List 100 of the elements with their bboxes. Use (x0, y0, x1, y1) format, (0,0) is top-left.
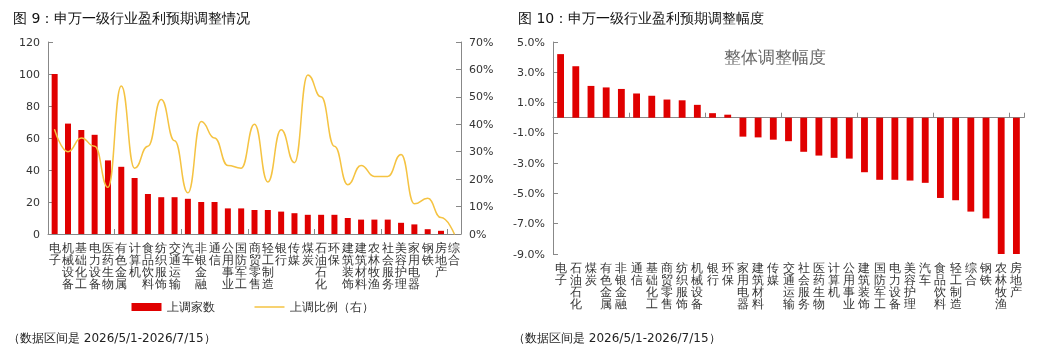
bar (693, 104, 701, 118)
bar (51, 74, 58, 234)
y2-tick-label: 0% (469, 227, 487, 241)
x-tick-label: 综合 (964, 261, 977, 287)
bar (411, 224, 418, 234)
bar (845, 117, 853, 159)
bar (144, 194, 151, 234)
bar (438, 230, 445, 234)
x-tick-label: 电力设备 (888, 261, 901, 311)
bar (937, 117, 944, 198)
y-tick-label: 20 (26, 195, 40, 209)
bar (754, 117, 762, 138)
bar (198, 202, 205, 234)
bar (709, 113, 716, 118)
chart-subtitle: 整体调整幅度 (723, 46, 826, 67)
bar (424, 229, 431, 234)
x-tick-label: 基础化工 (644, 261, 658, 311)
bar (184, 198, 191, 234)
x-tick-label: 电子 (48, 241, 61, 267)
bar (769, 117, 777, 140)
bar (304, 214, 311, 234)
x-tick-label: 钢铁 (979, 261, 993, 287)
bar (891, 117, 899, 180)
x-tick-label: 有色金属 (600, 261, 613, 311)
x-tick-label: 公用事业 (843, 261, 856, 311)
x-tick-label: 钢铁 (420, 241, 434, 267)
x-tick-label: 农林牧渔 (367, 241, 381, 291)
bar (572, 66, 580, 118)
bar (921, 117, 929, 183)
bar (171, 197, 178, 234)
bar (876, 117, 884, 180)
y-tick-label: 0 (33, 227, 40, 241)
bar (331, 214, 338, 234)
x-tick-label: 计算机 (828, 261, 841, 299)
bar (617, 88, 625, 118)
x-tick-label: 医药生物 (101, 241, 114, 291)
bar (800, 117, 808, 152)
x-tick-label: 家用电器 (736, 261, 749, 311)
x-tick-label: 农林牧渔 (994, 261, 1008, 311)
x-tick-label: 交通运输 (782, 261, 795, 311)
x-tick-label: 非银金融 (614, 261, 628, 311)
x-tick-label: 国防军工 (873, 261, 886, 311)
x-tick-label: 国防军工 (235, 241, 248, 291)
y2-tick-label: 30% (469, 145, 494, 159)
x-tick-label: 社会服务 (797, 261, 810, 311)
x-tick-label: 银行 (705, 261, 719, 287)
y2-tick-label: 10% (469, 200, 494, 214)
text: （数据区间是 2026/5/1-2026/7/15） (513, 331, 721, 345)
bar (724, 114, 732, 118)
x-tick-label: 食品饮料 (933, 261, 947, 311)
bar (318, 214, 325, 234)
bar (291, 213, 298, 234)
bar (78, 130, 85, 234)
y2-tick-label: 20% (469, 172, 494, 186)
x-tick-label: 建筑装饰 (857, 261, 871, 311)
x-tick-label: 纺织服饰 (154, 241, 168, 291)
x-tick-label: 环保 (721, 261, 734, 287)
bar (648, 95, 656, 118)
y2-tick-label: 70% (469, 35, 494, 49)
y2-tick-label: 40% (469, 117, 494, 131)
legend-label: 上调家数 (166, 300, 215, 314)
bar (1012, 117, 1020, 254)
chart-title: 图 10：申万一级行业盈利预期调整幅度 (518, 10, 765, 26)
bar (861, 117, 868, 173)
y-tick-label: 80 (26, 99, 40, 113)
x-tick-label: 电子 (554, 261, 567, 287)
x-tick-label: 公用事业 (221, 241, 234, 291)
y-tick-label: -5.0% (513, 186, 545, 200)
x-tick-label: 汽车 (919, 261, 932, 287)
x-tick-label: 美容护理 (394, 241, 408, 291)
bar (238, 208, 245, 234)
x-tick-label: 房地产 (434, 241, 448, 279)
x-tick-label: 非银金融 (194, 241, 208, 291)
bar (264, 210, 271, 234)
bar (398, 222, 405, 234)
y-tick-label: -3.0% (513, 156, 545, 170)
bar (358, 219, 365, 234)
bar (224, 208, 231, 234)
x-tick-label: 纺织服饰 (675, 261, 689, 311)
y-tick-label: -1.0% (513, 126, 545, 140)
x-tick-label: 建筑装饰 (340, 241, 354, 291)
x-tick-label: 煤炭 (301, 241, 314, 267)
bar (371, 219, 378, 234)
y2-tick-label: 50% (469, 90, 494, 104)
x-tick-label: 机械设备 (691, 261, 704, 311)
x-tick-label: 建筑材料 (751, 261, 765, 311)
x-tick-label: 美容护理 (903, 261, 917, 311)
y-tick-label: 120 (19, 35, 40, 49)
x-tick-label: 轻工制造 (261, 241, 274, 291)
x-tick-label: 房地产 (1009, 261, 1023, 299)
text: （数据区间是 2026/5/1-2026/7/15） (8, 331, 216, 345)
x-tick-label: 通信 (208, 241, 221, 267)
bar (64, 123, 71, 234)
y-tick-label: -9.0% (513, 247, 545, 261)
bar (104, 160, 111, 234)
bar (815, 117, 823, 156)
x-tick-label: 机械设备 (61, 241, 74, 291)
legend-label: 上调比例（右） (289, 300, 374, 314)
x-tick-label: 商贸零售 (660, 261, 673, 311)
bar (211, 202, 218, 234)
